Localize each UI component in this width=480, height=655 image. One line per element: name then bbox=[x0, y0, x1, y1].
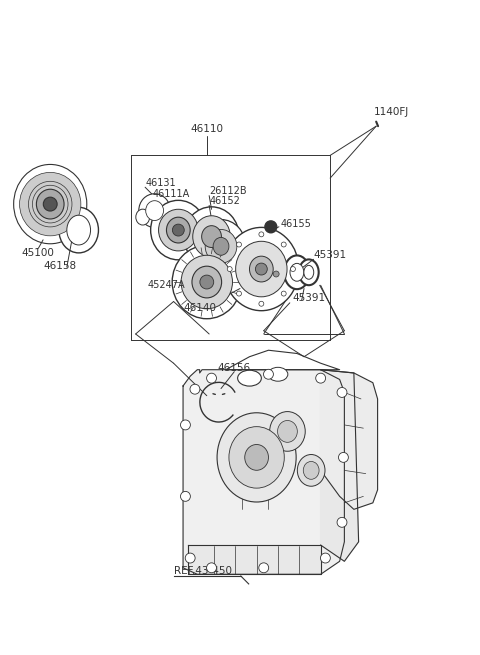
Ellipse shape bbox=[43, 197, 57, 211]
Ellipse shape bbox=[202, 226, 221, 248]
Ellipse shape bbox=[337, 388, 347, 398]
Ellipse shape bbox=[36, 189, 64, 219]
Ellipse shape bbox=[217, 413, 296, 502]
Ellipse shape bbox=[158, 209, 198, 251]
Ellipse shape bbox=[236, 241, 287, 297]
Ellipse shape bbox=[299, 259, 319, 285]
Ellipse shape bbox=[146, 200, 164, 221]
Ellipse shape bbox=[136, 209, 150, 225]
Ellipse shape bbox=[172, 246, 241, 319]
Ellipse shape bbox=[213, 237, 229, 255]
Ellipse shape bbox=[304, 265, 314, 279]
Ellipse shape bbox=[303, 462, 319, 479]
Ellipse shape bbox=[337, 517, 347, 527]
Ellipse shape bbox=[237, 242, 241, 247]
Ellipse shape bbox=[190, 384, 200, 394]
Text: 45247A: 45247A bbox=[147, 280, 185, 290]
Text: 46156: 46156 bbox=[218, 363, 251, 373]
Ellipse shape bbox=[259, 232, 264, 237]
Ellipse shape bbox=[180, 420, 191, 430]
Text: 46152: 46152 bbox=[209, 196, 240, 206]
Ellipse shape bbox=[281, 242, 286, 247]
Ellipse shape bbox=[338, 453, 348, 462]
Ellipse shape bbox=[281, 291, 286, 296]
Ellipse shape bbox=[264, 369, 274, 379]
Text: 46140: 46140 bbox=[183, 303, 216, 313]
Polygon shape bbox=[183, 369, 344, 574]
Ellipse shape bbox=[172, 224, 184, 236]
Ellipse shape bbox=[277, 421, 297, 442]
Ellipse shape bbox=[196, 219, 246, 273]
Ellipse shape bbox=[259, 563, 269, 572]
Ellipse shape bbox=[290, 267, 296, 272]
Text: 26112B: 26112B bbox=[209, 186, 247, 196]
Ellipse shape bbox=[206, 563, 216, 572]
Ellipse shape bbox=[284, 255, 310, 289]
Text: 46131: 46131 bbox=[145, 178, 176, 189]
Ellipse shape bbox=[321, 553, 330, 563]
Ellipse shape bbox=[180, 491, 191, 501]
Ellipse shape bbox=[250, 256, 273, 282]
Ellipse shape bbox=[265, 221, 277, 233]
Ellipse shape bbox=[184, 207, 239, 267]
Ellipse shape bbox=[13, 164, 87, 244]
Text: 45100: 45100 bbox=[22, 248, 55, 258]
Ellipse shape bbox=[237, 291, 241, 296]
Ellipse shape bbox=[151, 200, 206, 260]
Ellipse shape bbox=[200, 275, 214, 289]
Ellipse shape bbox=[273, 271, 279, 277]
Ellipse shape bbox=[181, 255, 232, 309]
Ellipse shape bbox=[67, 215, 91, 245]
Ellipse shape bbox=[28, 181, 72, 227]
Ellipse shape bbox=[205, 229, 237, 263]
Ellipse shape bbox=[227, 267, 232, 272]
Ellipse shape bbox=[59, 207, 98, 253]
Text: 46155: 46155 bbox=[280, 219, 311, 229]
Ellipse shape bbox=[259, 301, 264, 307]
Ellipse shape bbox=[290, 263, 304, 281]
Ellipse shape bbox=[185, 553, 195, 563]
Text: REF.43-450: REF.43-450 bbox=[174, 566, 231, 576]
Ellipse shape bbox=[316, 373, 325, 383]
Polygon shape bbox=[188, 545, 321, 574]
Ellipse shape bbox=[270, 411, 305, 451]
Ellipse shape bbox=[229, 426, 284, 488]
Ellipse shape bbox=[255, 263, 267, 275]
Ellipse shape bbox=[24, 176, 76, 232]
Text: 46158: 46158 bbox=[43, 261, 76, 271]
Ellipse shape bbox=[20, 172, 81, 236]
Ellipse shape bbox=[224, 227, 299, 310]
Ellipse shape bbox=[167, 217, 190, 243]
Text: 46110: 46110 bbox=[190, 124, 223, 134]
Ellipse shape bbox=[297, 455, 325, 486]
Ellipse shape bbox=[139, 194, 170, 227]
Ellipse shape bbox=[238, 370, 261, 386]
Ellipse shape bbox=[245, 445, 268, 470]
Text: 45391: 45391 bbox=[292, 293, 325, 303]
Ellipse shape bbox=[193, 215, 230, 257]
Text: 1140FJ: 1140FJ bbox=[374, 107, 409, 117]
Text: 45391: 45391 bbox=[313, 250, 347, 260]
Text: 46111A: 46111A bbox=[152, 189, 190, 199]
Ellipse shape bbox=[192, 266, 222, 298]
Polygon shape bbox=[321, 369, 359, 561]
Polygon shape bbox=[321, 369, 378, 510]
Ellipse shape bbox=[268, 367, 288, 381]
Ellipse shape bbox=[33, 185, 68, 223]
Ellipse shape bbox=[206, 373, 216, 383]
